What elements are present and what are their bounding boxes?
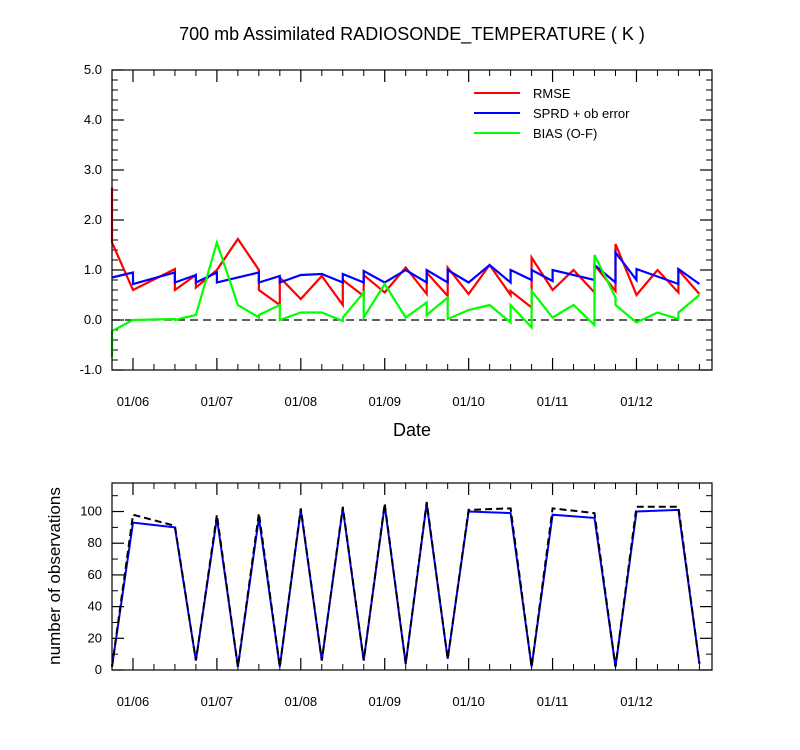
x-tick-label: 01/10 — [452, 394, 485, 409]
series-line-sprd-ob-error — [111, 249, 701, 286]
series-line-bias-o-f — [110, 238, 701, 358]
y-tick-label: 20 — [88, 630, 102, 645]
chart-title: 700 mb Assimilated RADIOSONDE_TEMPERATUR… — [179, 24, 645, 45]
series-line-possible — [111, 501, 701, 667]
x-tick-label: 01/06 — [117, 694, 150, 709]
y-tick-label: 40 — [88, 599, 102, 614]
x-tick-label: 01/09 — [368, 394, 401, 409]
y-tick-label: 100 — [80, 504, 102, 519]
x-tick-label: 01/08 — [285, 394, 318, 409]
x-axis-label: Date — [393, 420, 431, 440]
legend-label: SPRD + ob error — [533, 106, 630, 121]
x-tick-label: 01/11 — [537, 394, 569, 409]
x-tick-label: 01/07 — [201, 394, 234, 409]
y-tick-label: 80 — [88, 535, 102, 550]
top-plot-frame — [111, 69, 713, 371]
y-axis-label: number of observations — [45, 487, 64, 665]
x-tick-label: 01/12 — [620, 694, 653, 709]
y-tick-label: 3.0 — [84, 162, 102, 177]
y-tick-label: 5.0 — [84, 62, 102, 77]
y-tick-label: 2.0 — [84, 212, 102, 227]
top-tick-layer: 01/06 01/07 01/08 01/09 01/10 01/11 01/12 -1.0 0… — [80, 62, 712, 409]
y-tick-label: 0.0 — [84, 312, 102, 327]
legend-label: RMSE — [533, 86, 571, 101]
x-tick-label: 01/10 — [452, 694, 485, 709]
y-tick-label: 4.0 — [84, 112, 102, 127]
x-tick-label: 01/08 — [285, 694, 318, 709]
x-tick-label: 01/12 — [620, 394, 653, 409]
top-series-layer — [110, 187, 712, 358]
y-tick-label: 1.0 — [84, 262, 102, 277]
y-tick-label: 60 — [88, 567, 102, 582]
y-tick-label: -1.0 — [80, 362, 102, 377]
y-tick-label: 0 — [95, 662, 102, 677]
x-tick-label: 01/06 — [117, 394, 150, 409]
legend-label: BIAS (O-F) — [533, 126, 597, 141]
bottom-series-layer — [111, 501, 701, 667]
bottom-plot-frame — [111, 482, 713, 671]
legend: RMSE SPRD + ob error BIAS (O-F) — [474, 86, 630, 141]
x-tick-label: 01/09 — [368, 694, 401, 709]
x-tick-label: 01/07 — [201, 694, 234, 709]
x-tick-label: 01/11 — [537, 694, 569, 709]
